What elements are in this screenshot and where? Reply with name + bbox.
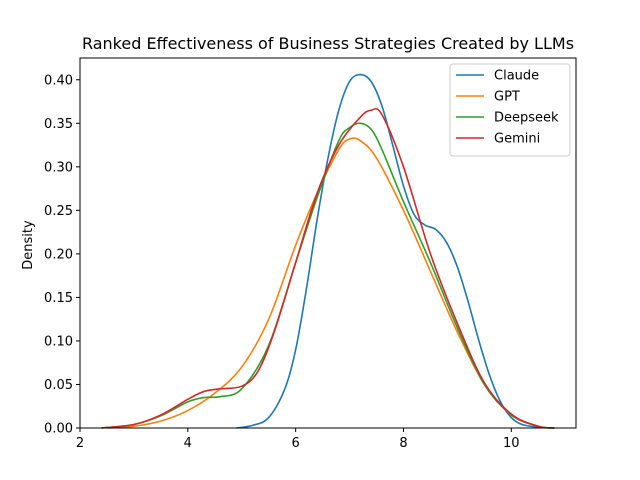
x-tick-label: 4: [184, 436, 192, 451]
x-tick-label: 10: [503, 436, 520, 451]
y-tick-label: 0.15: [44, 291, 73, 306]
legend-label-gpt: GPT: [494, 90, 520, 105]
legend-label-gemini: Gemini: [494, 132, 540, 147]
axis-ticks: 2 4 6 8 10 0.00 0.05 0.10 0.15 0.20 0.25 0.30 0.35 0.…: [44, 73, 520, 451]
series-line-claude: [236, 73, 555, 429]
y-tick-label: 0.05: [44, 378, 73, 393]
series-line-deepseek: [101, 122, 555, 429]
y-tick-label: 0.35: [44, 117, 73, 132]
y-axis-label: Density: [21, 220, 36, 270]
x-tick-label: 2: [76, 436, 84, 451]
chart-title: Ranked Effectiveness of Business Strateg…: [82, 34, 574, 53]
legend-label-claude: Claude: [494, 69, 539, 84]
y-tick-label: 0.10: [44, 334, 73, 349]
y-tick-label: 0.20: [44, 247, 73, 262]
legend-label-deepseek: Deepseek: [494, 111, 559, 126]
y-tick-label: 0.25: [44, 204, 73, 219]
y-tick-label: 0.30: [44, 160, 73, 175]
x-tick-label: 6: [292, 436, 300, 451]
legend: Claude GPT Deepseek Gemini: [449, 63, 571, 157]
plot-frame: [79, 57, 577, 429]
y-tick-label: 0.00: [44, 422, 73, 437]
y-tick-label: 0.40: [44, 73, 73, 88]
legend-box: [449, 63, 571, 157]
series-lines: [101, 73, 555, 429]
x-tick-label: 8: [399, 436, 407, 451]
series-line-gemini: [101, 107, 555, 429]
